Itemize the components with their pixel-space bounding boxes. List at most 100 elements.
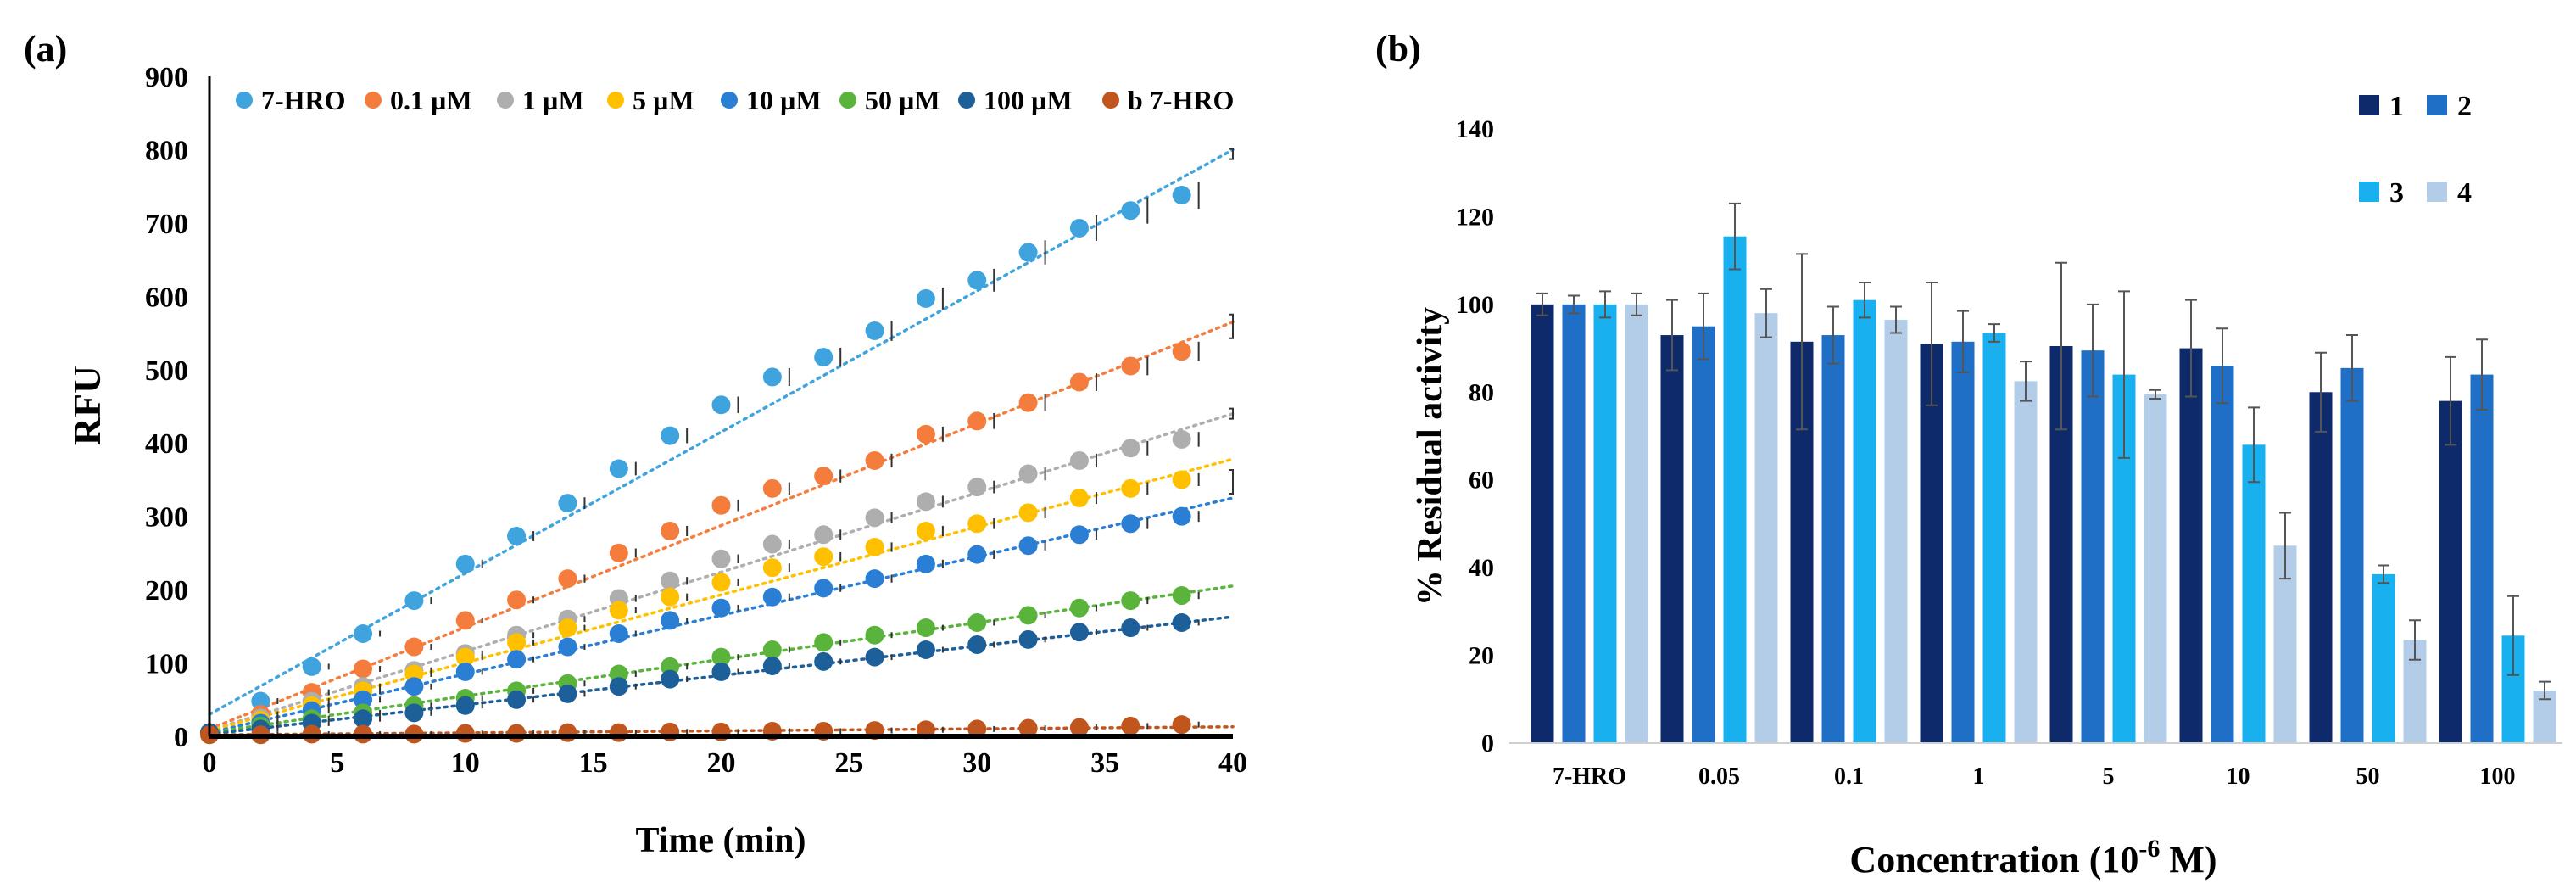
error-bar [1890, 305, 1902, 334]
bar [2340, 367, 2364, 743]
data-point [762, 657, 782, 676]
data-point [711, 647, 731, 667]
x-tick-label: 7-HRO [1553, 763, 1626, 790]
x-tick-label: 5 [330, 747, 344, 779]
data-point [1172, 586, 1191, 606]
panel-b-residual-activity: (b) 7-HRO 0.05 0.1 1 5 10 50 100 02040608010012… [1375, 28, 2562, 881]
data-point [661, 669, 680, 689]
bar [1562, 304, 1586, 743]
data-point [916, 521, 935, 540]
data-point [558, 618, 577, 638]
x-tick-label: 20 [707, 747, 736, 779]
y-tick-labels: 0 100 200 300 400 500 600 700 800 900 [145, 62, 188, 753]
data-point [916, 618, 935, 638]
bar [2081, 350, 2105, 743]
data-point [404, 677, 424, 696]
legend-label: 10 µM [746, 85, 822, 115]
x-tick-label: 15 [579, 747, 608, 779]
error-bar [2409, 619, 2421, 661]
y-axis-title: % Residual activity [1411, 307, 1450, 606]
error-bar [2248, 406, 2260, 484]
data-point [865, 321, 884, 340]
bar [1593, 304, 1617, 743]
panel-a-rfu-time-course: (a) 0 5 10 15 20 25 30 35 40 0 100 200 300 400 500 600… [24, 28, 1247, 860]
data-point [1018, 536, 1038, 556]
data-point [762, 587, 782, 607]
data-point [455, 696, 475, 715]
error-bar [2445, 355, 2456, 446]
error-bar [2118, 290, 2130, 459]
y-tick-label: 120 [1456, 203, 1494, 231]
legend-marker [497, 92, 514, 109]
data-point [967, 545, 987, 564]
data-point [916, 554, 935, 573]
data-point [967, 719, 987, 739]
data-point [1172, 342, 1191, 361]
bar [2211, 366, 2234, 743]
data-point [814, 467, 834, 486]
data-point [967, 478, 987, 497]
error-bar [1729, 202, 1741, 271]
data-point [1121, 478, 1140, 498]
legend-marker [607, 92, 624, 109]
legend-label: 50 µM [865, 85, 940, 115]
y-tick-label: 80 [1469, 378, 1494, 406]
y-tick-label: 900 [145, 62, 188, 93]
data-point [507, 590, 527, 610]
data-point [609, 677, 628, 696]
legend-marker [236, 92, 253, 109]
data-point [455, 554, 475, 573]
data-point [1121, 514, 1140, 534]
trendline [208, 584, 1235, 735]
data-point [1018, 243, 1038, 262]
error-bar [2507, 595, 2519, 676]
error-bar [1859, 282, 1871, 319]
legend-label: 0.1 µM [390, 85, 472, 115]
error-bar [2020, 361, 2032, 402]
error-bar [1957, 310, 1969, 374]
error-bar [2346, 334, 2358, 402]
x-tick-label: 50 [2356, 763, 2380, 790]
error-bar [2279, 512, 2291, 580]
legend-label: 2 [2457, 91, 2472, 122]
data-point [967, 271, 987, 290]
legend-marker [1102, 92, 1119, 109]
data-point [1172, 613, 1191, 633]
bar [1660, 335, 1684, 743]
panel-b-label: (b) [1375, 28, 1421, 70]
data-point [455, 724, 475, 743]
x-tick-label: 10 [451, 747, 480, 779]
data-point [354, 623, 373, 643]
x-tick-label: 0.05 [1698, 763, 1740, 790]
data-point [711, 495, 731, 515]
data-point [661, 426, 680, 445]
x-tick-label: 30 [962, 747, 991, 779]
bar [2439, 400, 2462, 743]
legend-marker [721, 92, 738, 109]
y-tick-label: 400 [145, 428, 188, 460]
data-point [302, 657, 321, 676]
y-tick-label: 300 [145, 502, 188, 534]
data-point [916, 288, 935, 308]
x-tick-label: 100 [2480, 763, 2516, 790]
data-point [609, 623, 628, 643]
error-bar [2378, 564, 2389, 584]
end-tick [1229, 148, 1234, 160]
data-point [762, 534, 782, 554]
data-point [1018, 606, 1038, 625]
data-point [1018, 718, 1038, 738]
data-point [814, 348, 834, 367]
data-point [354, 690, 373, 709]
legend: 1 2 3 4 [2359, 91, 2472, 209]
data-point [814, 547, 834, 567]
data-point [507, 633, 527, 652]
legend-swatch [2359, 95, 2379, 115]
data-point [1172, 715, 1191, 735]
data-point [609, 601, 628, 620]
data-point [1172, 470, 1191, 489]
bar [1920, 344, 1943, 743]
data-point [455, 611, 475, 630]
error-bar [1666, 299, 1678, 372]
x-axis-title: Concentration (10-6 M) [1849, 835, 2216, 881]
